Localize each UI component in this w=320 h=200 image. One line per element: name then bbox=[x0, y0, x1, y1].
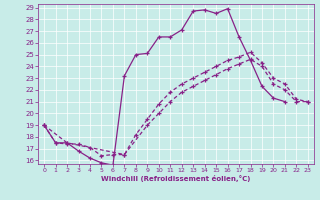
X-axis label: Windchill (Refroidissement éolien,°C): Windchill (Refroidissement éolien,°C) bbox=[101, 175, 251, 182]
